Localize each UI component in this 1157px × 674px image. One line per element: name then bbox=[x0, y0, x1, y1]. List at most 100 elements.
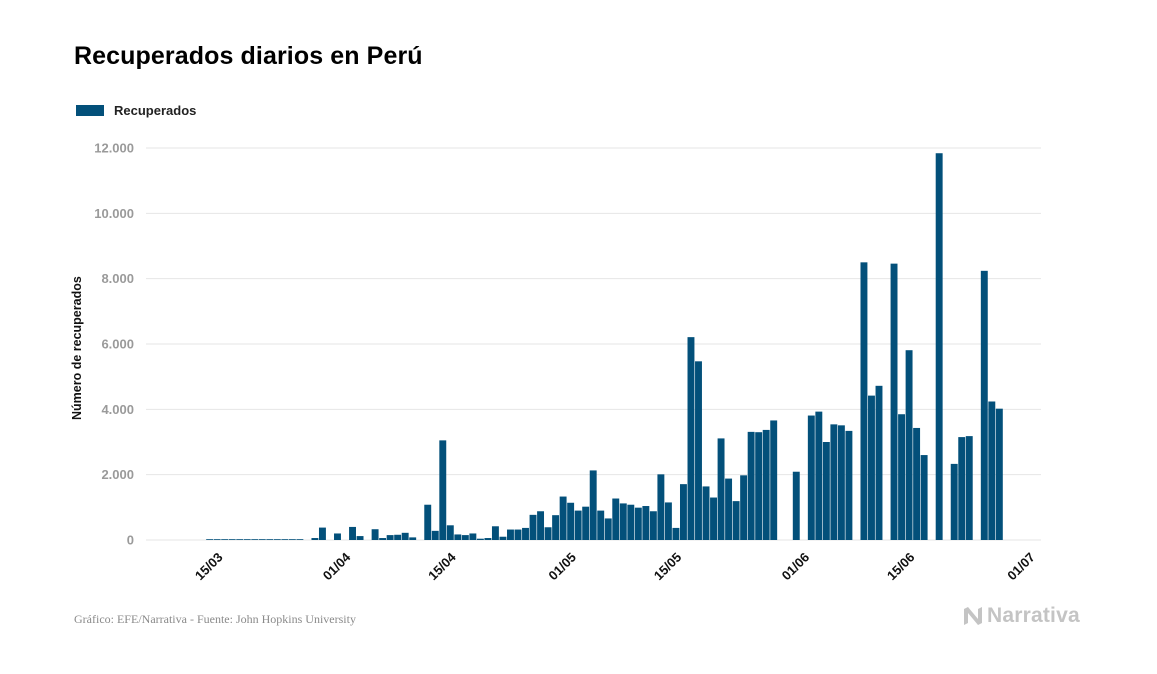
bar bbox=[258, 539, 266, 540]
bar bbox=[642, 506, 650, 540]
y-axis-ticks: 0 2.000 4.000 6.000 8.000 10.000 12.000 bbox=[94, 141, 134, 548]
bar bbox=[334, 533, 341, 540]
bar bbox=[266, 539, 274, 540]
bar bbox=[672, 527, 680, 540]
bar bbox=[424, 504, 432, 540]
bar bbox=[529, 514, 537, 540]
bar bbox=[747, 431, 755, 540]
bar bbox=[597, 510, 605, 540]
y-tick-label: 4.000 bbox=[101, 402, 134, 417]
bar bbox=[318, 527, 326, 540]
bar bbox=[815, 411, 823, 540]
bar bbox=[379, 538, 387, 540]
bar bbox=[890, 263, 898, 540]
bar bbox=[845, 430, 853, 540]
x-tick-label: 15/06 bbox=[884, 550, 918, 584]
bar bbox=[349, 526, 356, 540]
bar bbox=[717, 438, 725, 540]
bar bbox=[913, 427, 921, 540]
legend: Recuperados bbox=[76, 103, 196, 118]
bar bbox=[251, 539, 259, 540]
bar bbox=[243, 539, 251, 540]
bar bbox=[657, 474, 665, 540]
bar bbox=[619, 503, 627, 540]
y-tick-label: 2.000 bbox=[101, 467, 134, 482]
bar bbox=[687, 337, 695, 540]
bar bbox=[311, 538, 319, 540]
bar bbox=[236, 539, 244, 540]
source-footer: Gráfico: EFE/Narrativa - Fuente: John Ho… bbox=[74, 612, 356, 626]
brand-logo: Narrativa bbox=[963, 604, 1080, 628]
bar bbox=[281, 539, 289, 540]
bar bbox=[875, 385, 883, 540]
bar bbox=[574, 510, 582, 540]
bar bbox=[476, 538, 484, 540]
bar bbox=[905, 350, 913, 540]
bar bbox=[950, 463, 958, 540]
bar bbox=[356, 536, 364, 540]
bar bbox=[446, 525, 454, 540]
bar bbox=[206, 539, 214, 540]
bar bbox=[469, 533, 477, 540]
x-tick-label: 15/04 bbox=[425, 549, 459, 583]
bar bbox=[822, 442, 830, 540]
x-tick-label: 01/05 bbox=[545, 550, 579, 584]
bar bbox=[386, 535, 394, 540]
x-tick-label: 15/03 bbox=[192, 550, 226, 584]
bar bbox=[920, 455, 928, 540]
bar bbox=[552, 515, 560, 540]
bar bbox=[582, 506, 590, 540]
bar bbox=[431, 530, 439, 540]
bar bbox=[965, 436, 973, 540]
y-tick-label: 6.000 bbox=[101, 337, 134, 352]
bar bbox=[898, 414, 906, 540]
bar bbox=[995, 408, 1003, 540]
x-tick-label: 15/05 bbox=[651, 550, 685, 584]
bar bbox=[725, 478, 733, 540]
bar bbox=[371, 529, 379, 540]
x-tick-label: 01/06 bbox=[779, 550, 813, 584]
x-tick-label: 01/07 bbox=[1004, 550, 1038, 584]
bar bbox=[409, 537, 417, 540]
bar bbox=[702, 486, 710, 540]
bar bbox=[567, 502, 575, 540]
x-tick-label: 01/04 bbox=[320, 549, 354, 583]
bar bbox=[499, 536, 507, 540]
bar bbox=[228, 539, 236, 540]
bar bbox=[860, 262, 868, 540]
bar bbox=[559, 496, 567, 540]
bar bbox=[288, 539, 296, 540]
y-tick-label: 12.000 bbox=[94, 141, 134, 156]
y-tick-label: 10.000 bbox=[94, 206, 134, 221]
bar bbox=[544, 527, 552, 540]
brand-name: Narrativa bbox=[987, 604, 1080, 627]
bar bbox=[514, 529, 522, 540]
y-axis-label: Número de recuperados bbox=[70, 276, 84, 420]
bar bbox=[221, 539, 229, 540]
bar bbox=[604, 518, 612, 540]
bar bbox=[394, 534, 402, 540]
chart-title: Recuperados diarios en Perú bbox=[74, 42, 423, 70]
bar bbox=[296, 539, 304, 540]
bar bbox=[679, 484, 687, 540]
bar bbox=[273, 539, 281, 540]
bar bbox=[627, 504, 635, 540]
bar bbox=[868, 395, 875, 540]
bar bbox=[439, 440, 447, 540]
bar bbox=[958, 437, 966, 540]
bar bbox=[807, 415, 815, 540]
bar bbox=[634, 507, 642, 540]
bar bbox=[830, 424, 838, 540]
bar bbox=[740, 475, 748, 540]
legend-label: Recuperados bbox=[114, 103, 197, 118]
bar bbox=[710, 497, 717, 540]
bar bbox=[732, 501, 740, 540]
bar bbox=[988, 401, 996, 540]
bar bbox=[935, 153, 943, 540]
bar bbox=[762, 429, 770, 540]
bar bbox=[695, 361, 702, 540]
bar bbox=[589, 470, 597, 540]
bars bbox=[206, 153, 1003, 540]
bar bbox=[401, 532, 409, 540]
